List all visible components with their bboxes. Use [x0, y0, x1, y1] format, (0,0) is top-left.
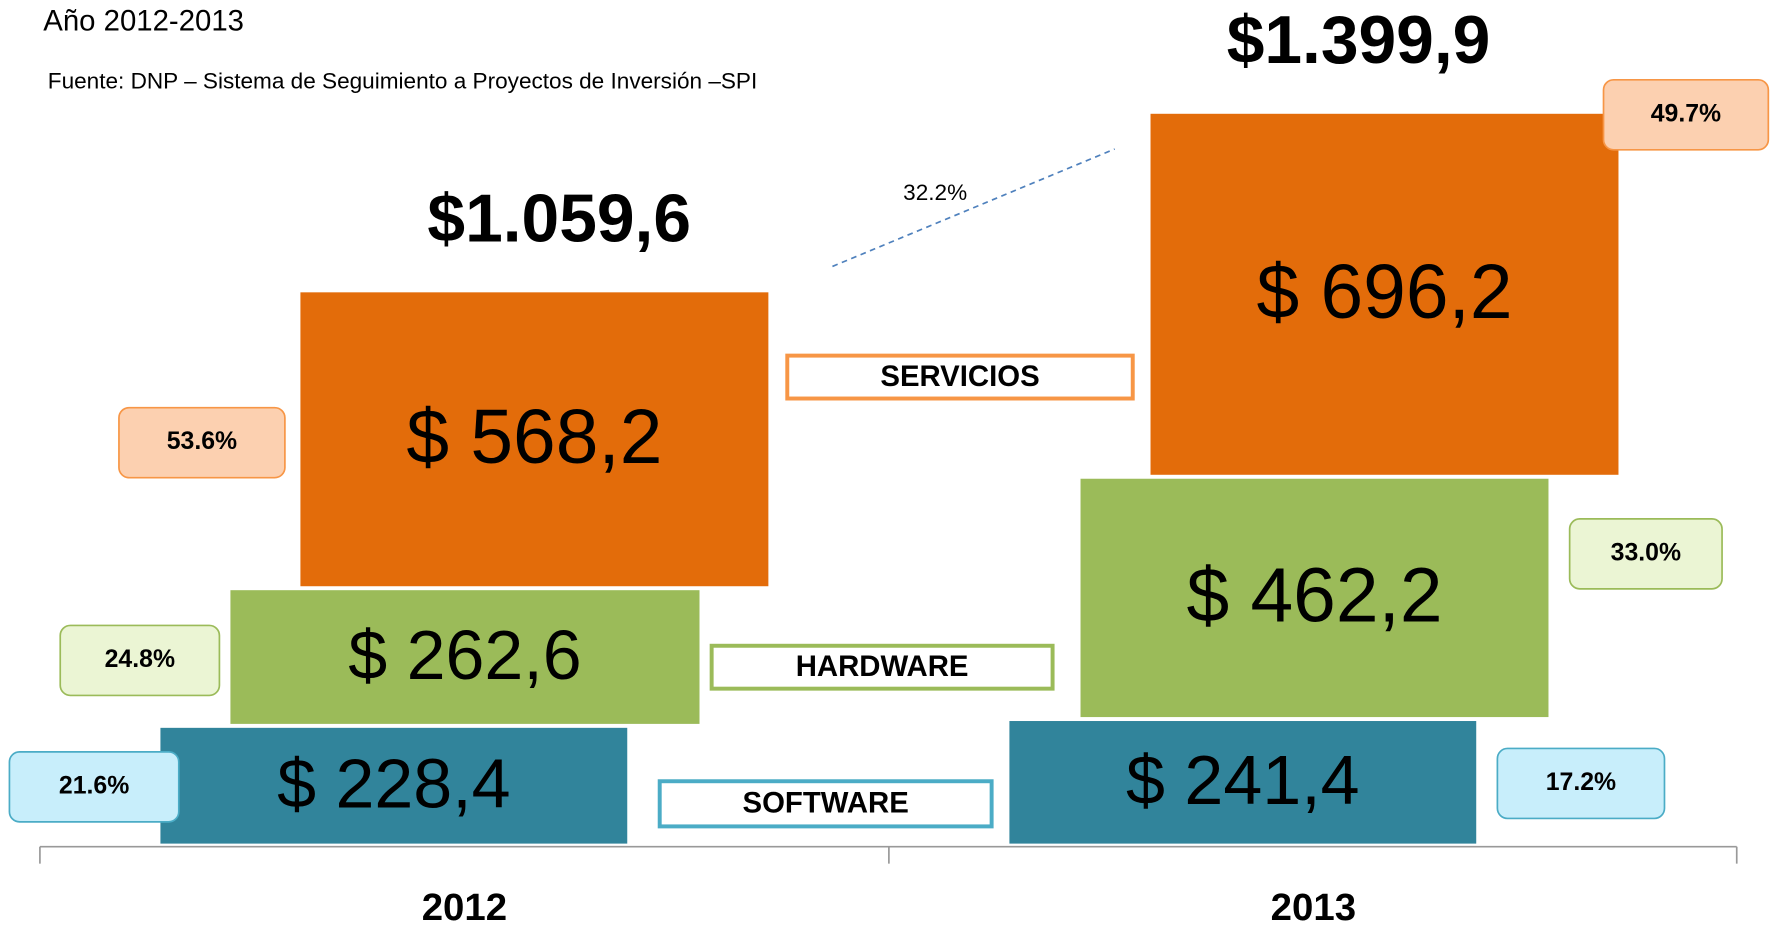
total-label: $1.399,9: [1227, 3, 1491, 78]
x-tick-label: 2013: [1271, 886, 1356, 928]
value-label: $ 696,2: [1256, 250, 1512, 335]
share-label: 21.6%: [59, 772, 129, 799]
share-box: [8, 751, 180, 823]
legend-label: SOFTWARE: [743, 787, 909, 820]
bar-segment: [1007, 719, 1478, 846]
share-box: [1568, 518, 1723, 590]
share-box: [1602, 78, 1770, 151]
share-label: 24.8%: [105, 646, 175, 673]
value-label: $ 462,2: [1186, 554, 1442, 639]
share-box: [118, 406, 286, 479]
bar-segment: [158, 726, 629, 846]
value-label: $ 228,4: [277, 745, 510, 823]
x-tick-label: 2012: [422, 886, 507, 928]
legend-label: HARDWARE: [796, 650, 969, 683]
legend-box: [709, 643, 1055, 691]
chart-title: Año 2012-2013: [43, 4, 244, 37]
value-label: $ 241,4: [1126, 741, 1360, 819]
share-label: 49.7%: [1651, 100, 1721, 127]
share-box: [59, 624, 221, 697]
share-label: 33.0%: [1611, 539, 1681, 566]
legend-box: [785, 353, 1135, 401]
bar-segment: [228, 588, 702, 726]
bar-segment: [298, 290, 771, 588]
share-label: 53.6%: [167, 428, 237, 455]
chart-subtitle: Fuente: DNP – Sistema de Seguimiento a P…: [48, 68, 757, 93]
growth-line: [832, 148, 1116, 268]
legend-label: SERVICIOS: [880, 360, 1039, 393]
growth-label: 32.2%: [903, 180, 967, 205]
bar-segment: [1078, 477, 1551, 719]
bar-segment: [1148, 112, 1621, 477]
value-label: $ 262,6: [348, 616, 581, 694]
share-box: [1496, 747, 1666, 820]
value-label: $ 568,2: [406, 395, 662, 480]
total-label: $1.059,6: [427, 181, 691, 256]
share-label: 17.2%: [1546, 769, 1616, 796]
legend-box: [657, 779, 994, 829]
